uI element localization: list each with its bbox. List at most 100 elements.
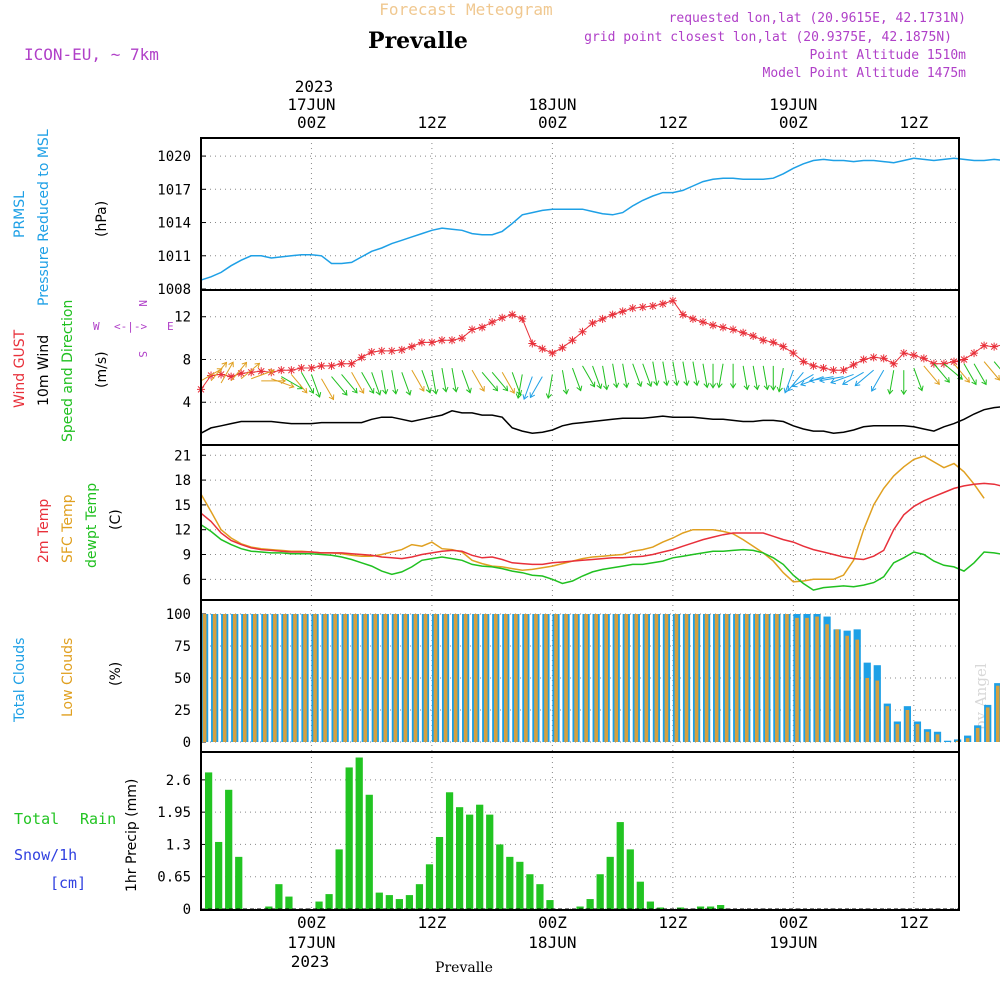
wind-arrow-head (613, 382, 620, 389)
gust-marker (478, 323, 487, 332)
wind-arrow (784, 370, 794, 393)
gust-marker (628, 304, 637, 313)
wind-arrow-head (971, 379, 977, 386)
top-time-label: 12Z (417, 113, 446, 132)
wind-arrow (830, 373, 854, 384)
low-cloud-bar (965, 738, 970, 742)
wind-arrow-head (776, 386, 783, 393)
gust-marker (980, 341, 989, 350)
y-tick-label: 1008 (157, 282, 191, 298)
low-cloud-bar (293, 614, 297, 742)
gust-marker (538, 344, 547, 353)
low-cloud-bar (905, 710, 910, 742)
low-cloud-bar (202, 614, 207, 742)
wind-arrow (762, 365, 768, 390)
low-cloud-bar (875, 680, 880, 742)
t2m-label: 2m Temp (36, 499, 52, 563)
gust-marker (849, 360, 858, 369)
wind-arrow (692, 361, 698, 386)
wind-arrow (871, 369, 885, 392)
wind-arrow (401, 372, 411, 396)
wind-arrow (230, 362, 247, 382)
gust-marker (638, 303, 647, 312)
low-cloud-bar (544, 614, 548, 742)
wind-arrow (702, 363, 708, 388)
gust-marker (417, 338, 426, 347)
wind-arrow-head (576, 385, 583, 392)
low-cloud-bar (654, 614, 659, 742)
bottom-time-label: 12Z (899, 913, 928, 932)
bottom-time-label: 12Z (658, 913, 687, 932)
top-time-label: 12Z (899, 113, 928, 132)
gust-marker (909, 351, 918, 360)
low-cloud-bar (212, 614, 217, 742)
wind-arrow (547, 374, 553, 399)
rain-bar (576, 906, 584, 909)
cm-label: [cm] (50, 874, 86, 892)
low-cloud-bar (222, 614, 227, 742)
low-cloud-bar (403, 614, 408, 742)
low-cloud-bar (754, 614, 759, 742)
wind-arrow (210, 362, 227, 382)
gust-marker (648, 302, 657, 311)
low-cloud-bar (845, 635, 849, 742)
bottom-time-label: 12Z (417, 913, 446, 932)
rain-bar (325, 894, 333, 909)
gust-marker (990, 342, 999, 351)
gust-marker (287, 366, 296, 375)
wind-arrow (441, 367, 447, 392)
super-title: Forecast Meteogram (379, 0, 552, 19)
gust-marker (397, 345, 406, 354)
requested-coords: requested lon,lat (20.9615E, 42.1731N) (669, 11, 966, 26)
wind-arrow-head (818, 377, 825, 384)
low-cloud-bar (785, 614, 789, 742)
wind-arrow-head (934, 379, 940, 386)
model-label: ICON-EU, ~ 7km (24, 45, 159, 64)
wind-arrow-head (288, 382, 295, 389)
low-cloud-bar (453, 614, 458, 742)
low-cloud-bar (855, 639, 860, 742)
wind-arrow (973, 363, 987, 385)
bottom-date-label: 19JUN (769, 933, 817, 952)
wind-arrow (290, 374, 308, 394)
gust-marker (719, 323, 728, 332)
wind-arrow (381, 370, 387, 394)
wind-arrow (889, 370, 895, 394)
rain-bar (335, 849, 343, 909)
wind-arrow-head (442, 386, 449, 393)
gust-marker (267, 368, 276, 377)
wind-arrow-head (342, 389, 348, 396)
wind-arrow (310, 374, 321, 398)
wind-arrow-head (683, 380, 690, 387)
low-cloud-bar (393, 614, 398, 742)
low-cloud-bar (825, 624, 829, 742)
rain-bar (275, 884, 283, 909)
rain-bar (285, 896, 293, 909)
wind-arrow-head (703, 382, 710, 389)
wind-arrow (792, 374, 814, 387)
low-cloud-bar (694, 614, 699, 742)
wind-arrow-head (562, 389, 569, 395)
top-time-label: 00Z (297, 113, 326, 132)
grid-point-coords: grid point closest lon,lat (20.9375E, 42… (584, 30, 952, 45)
low-cloud-bar (995, 685, 1000, 742)
gust-marker (528, 339, 537, 348)
wind-arrow (778, 367, 784, 392)
gust-marker (377, 346, 386, 355)
prmsl-label: PRMSL (12, 191, 28, 238)
low-cloud-bar (775, 614, 779, 742)
wind-arrow-head (743, 384, 750, 391)
rain-bar (355, 757, 363, 909)
bottom-time-label: 00Z (297, 913, 326, 932)
wind-arrow-head (522, 394, 529, 400)
compass-rose: W <-|-> E N S (93, 300, 174, 358)
bottom-date-label: 17JUN (287, 933, 335, 952)
y-tick-label: 18 (174, 473, 191, 489)
low-cloud-bar (704, 614, 709, 742)
gust-marker (447, 336, 456, 345)
low-cloud-bar (463, 614, 468, 742)
wind-arrow-head (729, 383, 737, 389)
wind-arrow (854, 369, 874, 386)
gust-marker (257, 367, 266, 376)
rain-bar (455, 807, 464, 909)
